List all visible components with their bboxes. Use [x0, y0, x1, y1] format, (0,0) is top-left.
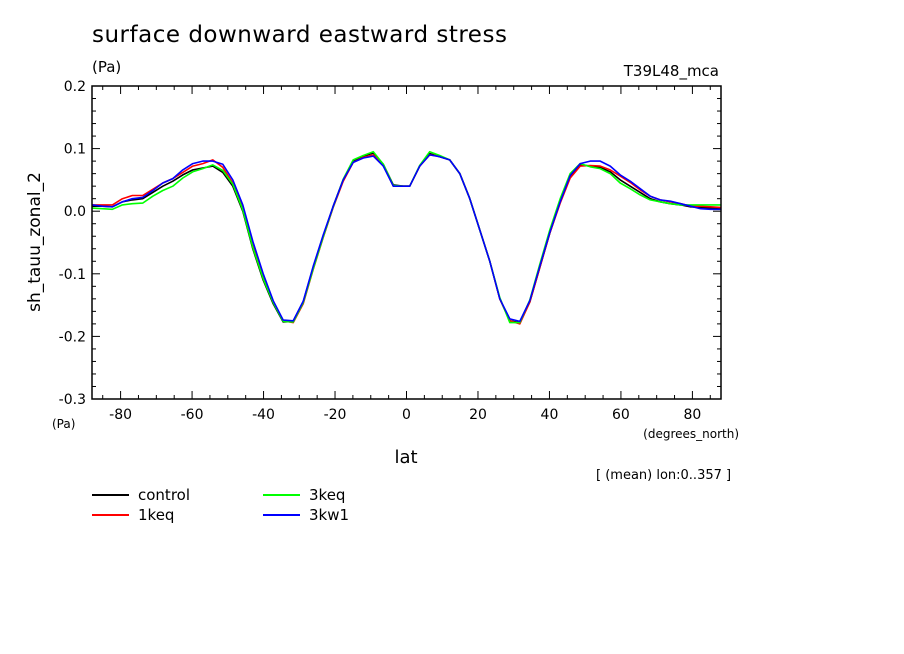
y-tick-labels: 0.2 0.1 0.0 -0.1 -0.2 -0.3	[59, 79, 86, 408]
x-tick-label: -60	[181, 407, 204, 423]
chart-units: (Pa)	[92, 58, 122, 76]
x-tick-labels: -80 -60 -40 -20 0 20 40 60 80	[109, 407, 701, 423]
y-tick-label: 0.1	[64, 142, 86, 158]
x-tick-label: 40	[541, 407, 559, 423]
y-tick-label: 0.0	[64, 204, 86, 220]
legend-label-control: control	[138, 486, 190, 504]
x-tick-label: 60	[612, 407, 630, 423]
run-label: T39L48_mca	[623, 62, 719, 80]
x-units-label: (degrees_north)	[643, 427, 739, 441]
x-tick-label: 0	[402, 407, 411, 423]
series-line-3keq	[92, 150, 721, 324]
averaging-note: [ (mean) lon:0..357 ]	[596, 468, 732, 483]
series-line-1keq	[92, 154, 721, 325]
y-units-label: (Pa)	[52, 417, 75, 431]
x-tick-label: 80	[683, 407, 701, 423]
x-axis-label: lat	[394, 447, 417, 468]
series-line-3kw1	[92, 154, 721, 323]
x-tick-label: -80	[109, 407, 132, 423]
y-tick-label: 0.2	[64, 79, 86, 95]
legend-label-3kw1: 3kw1	[309, 506, 349, 524]
legend: control 1keq 3keq 3kw1	[92, 486, 349, 524]
y-axis-label: sh_tauu_zonal_2	[25, 172, 45, 312]
legend-label-1keq: 1keq	[138, 506, 174, 524]
axis-ticks	[92, 85, 721, 400]
y-tick-label: -0.1	[59, 267, 86, 283]
y-tick-label: -0.2	[59, 329, 86, 345]
legend-label-3keq: 3keq	[309, 486, 345, 504]
plot-frame	[91, 85, 722, 400]
x-tick-label: 20	[469, 407, 487, 423]
x-tick-label: -40	[252, 407, 275, 423]
y-tick-label: -0.3	[59, 392, 86, 408]
chart-title: surface downward eastward stress	[92, 22, 508, 48]
series-lines	[92, 150, 721, 325]
x-tick-label: -20	[324, 407, 347, 423]
